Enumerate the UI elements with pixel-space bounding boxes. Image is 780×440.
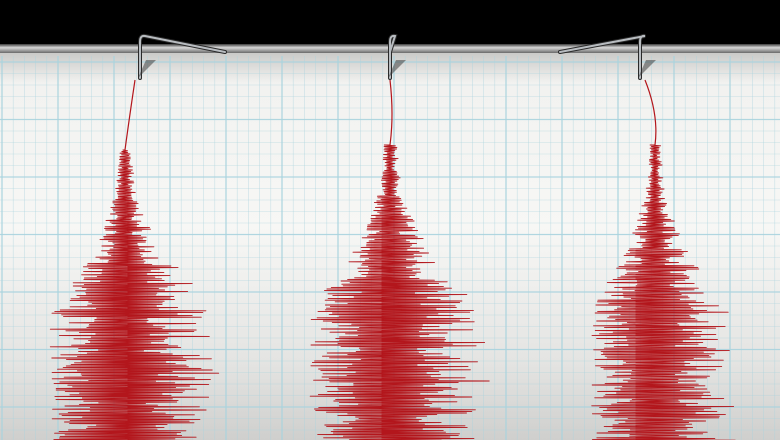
seismograph-needle-icon xyxy=(388,33,406,80)
seismograph-needle-icon xyxy=(558,33,656,80)
seismic-trace xyxy=(309,79,490,440)
needles xyxy=(138,33,656,80)
seismic-trace xyxy=(591,79,736,440)
seismic-trace xyxy=(49,79,220,440)
seismic-traces xyxy=(49,79,736,440)
seismograph-needle-icon xyxy=(138,33,227,80)
